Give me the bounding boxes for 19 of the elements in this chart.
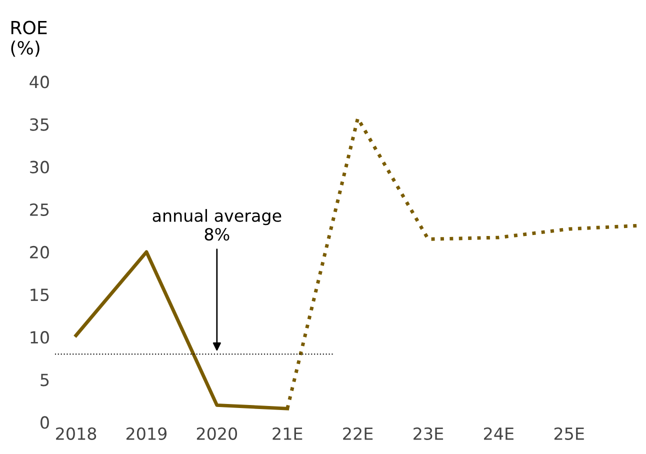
x-tick-label: 24E — [484, 427, 514, 440]
y-tick-label: 30 — [30, 160, 49, 174]
x-tick-label: 2020 — [196, 427, 238, 440]
y-tick-label: 20 — [30, 246, 49, 259]
y-tick-label: 25 — [30, 203, 49, 216]
y-tick-label: 40 — [30, 76, 49, 88]
x-tick-label: 2019 — [126, 427, 167, 440]
y-tick-label: 35 — [30, 118, 49, 131]
y-axis-title: ROE (%) — [11, 20, 47, 57]
y-tick-label: 5 — [40, 374, 49, 386]
x-tick-label: 23E — [414, 427, 444, 440]
x-tick-label: 2018 — [56, 427, 96, 440]
x-tick-label: 21E — [272, 427, 302, 440]
x-tick-label: 25E — [554, 427, 584, 440]
y-tick-label: 15 — [30, 288, 49, 302]
y-tick-label: 0 — [40, 416, 49, 429]
y-tick-label: 10 — [30, 331, 49, 344]
x-tick-label: 22E — [343, 427, 373, 440]
ref-line-label: annual average 8% — [152, 209, 282, 241]
